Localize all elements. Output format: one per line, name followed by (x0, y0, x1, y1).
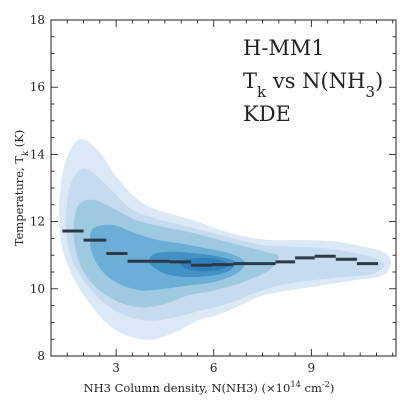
plot-frame (50, 19, 397, 357)
x-tick-label: 6 (210, 361, 218, 375)
y-tick-label: 16 (30, 80, 45, 94)
annotation-line-1: H-MM1 (243, 36, 325, 60)
y-axis-title: Temperature, Tk (K) (12, 130, 30, 247)
annotation-line-2: Tk vs N(NH3) (243, 69, 383, 101)
tick-labels: 3 6 9 8 10 12 14 16 18 (30, 13, 315, 375)
y-tick-label: 12 (30, 215, 45, 229)
y-tick-label: 18 (30, 13, 45, 27)
x-tick-label: 9 (308, 361, 316, 375)
median-step-layer (62, 229, 379, 267)
y-tick-label: 10 (30, 282, 45, 296)
y-tick-label: 14 (30, 147, 46, 161)
kde-contour-layer (59, 138, 392, 340)
x-axis-title: NH3 Column density, N(NH3) (×1014 cm-2) (84, 379, 335, 395)
y-tick-label: 8 (37, 349, 45, 363)
annotation-line-3: KDE (243, 102, 291, 126)
x-tick-label: 3 (112, 361, 120, 375)
